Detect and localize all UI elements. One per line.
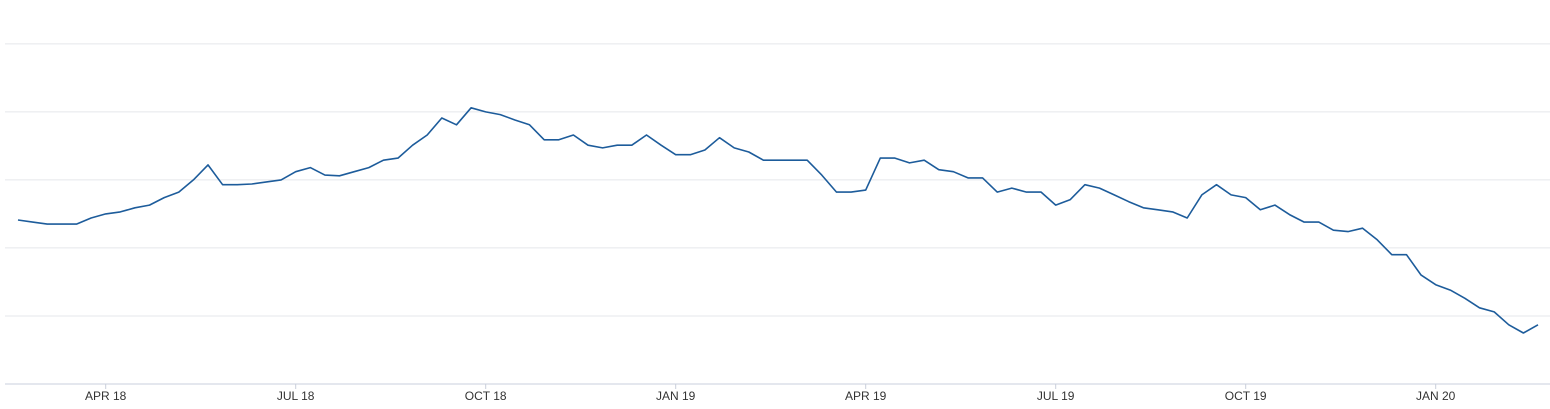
x-tick-label: APR 19 xyxy=(845,389,887,403)
x-tick-label: APR 18 xyxy=(85,389,127,403)
x-tick-label: JAN 20 xyxy=(1416,389,1456,403)
price-line xyxy=(17,107,1539,334)
x-tick-label: JUL 19 xyxy=(1037,389,1075,403)
x-tick-label: JUL 18 xyxy=(277,389,315,403)
x-tick-label: JAN 19 xyxy=(656,389,696,403)
x-tick-label: OCT 18 xyxy=(465,389,507,403)
x-tick-label: OCT 19 xyxy=(1225,389,1267,403)
